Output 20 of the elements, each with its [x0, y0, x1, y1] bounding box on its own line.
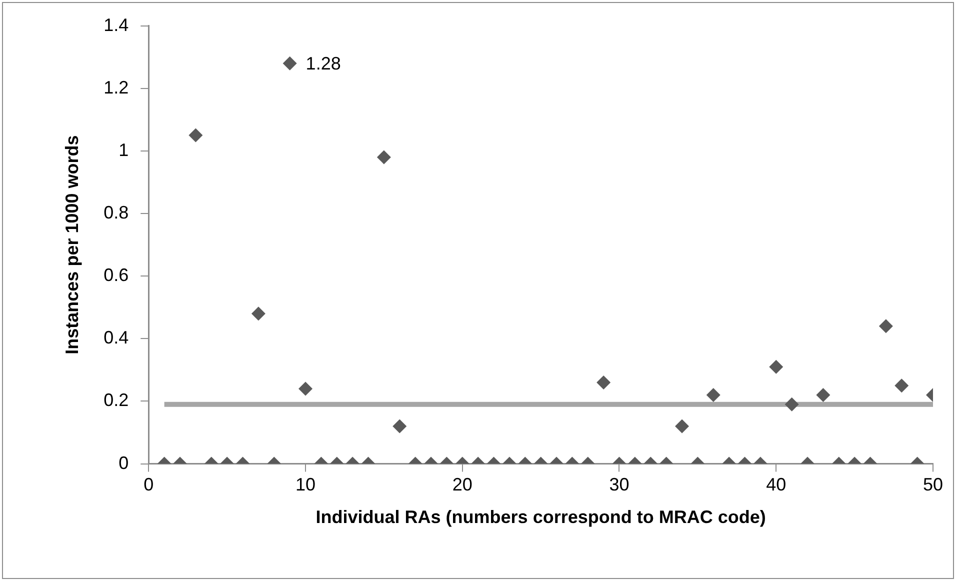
x-axis-title: Individual RAs (numbers correspond to MRAC code) [316, 507, 766, 528]
x-tick-label: 50 [922, 474, 944, 495]
point [188, 128, 203, 142]
data-label: 1.28 [306, 53, 341, 74]
x-tick-label: 0 [144, 474, 154, 495]
y-tick-label: 0.6 [104, 265, 129, 286]
y-tick-label: 1.2 [104, 77, 129, 98]
y-tick-label: 0.2 [104, 390, 129, 410]
x-tick-label: 20 [452, 474, 472, 495]
y-tick-label: 0.8 [104, 202, 129, 222]
y-tick-label: 0 [118, 452, 129, 473]
x-tick-label: 40 [766, 474, 786, 495]
y-tick-label: 1 [118, 140, 129, 160]
point [282, 56, 297, 70]
point [376, 150, 391, 164]
y-tick-label: 0.4 [104, 328, 129, 348]
x-tick-label: 10 [295, 474, 316, 495]
y-axis-title: Instances per 1000 words [62, 135, 82, 354]
x-tick-label: 30 [609, 474, 630, 495]
y-tick-label: 1.4 [104, 14, 129, 35]
